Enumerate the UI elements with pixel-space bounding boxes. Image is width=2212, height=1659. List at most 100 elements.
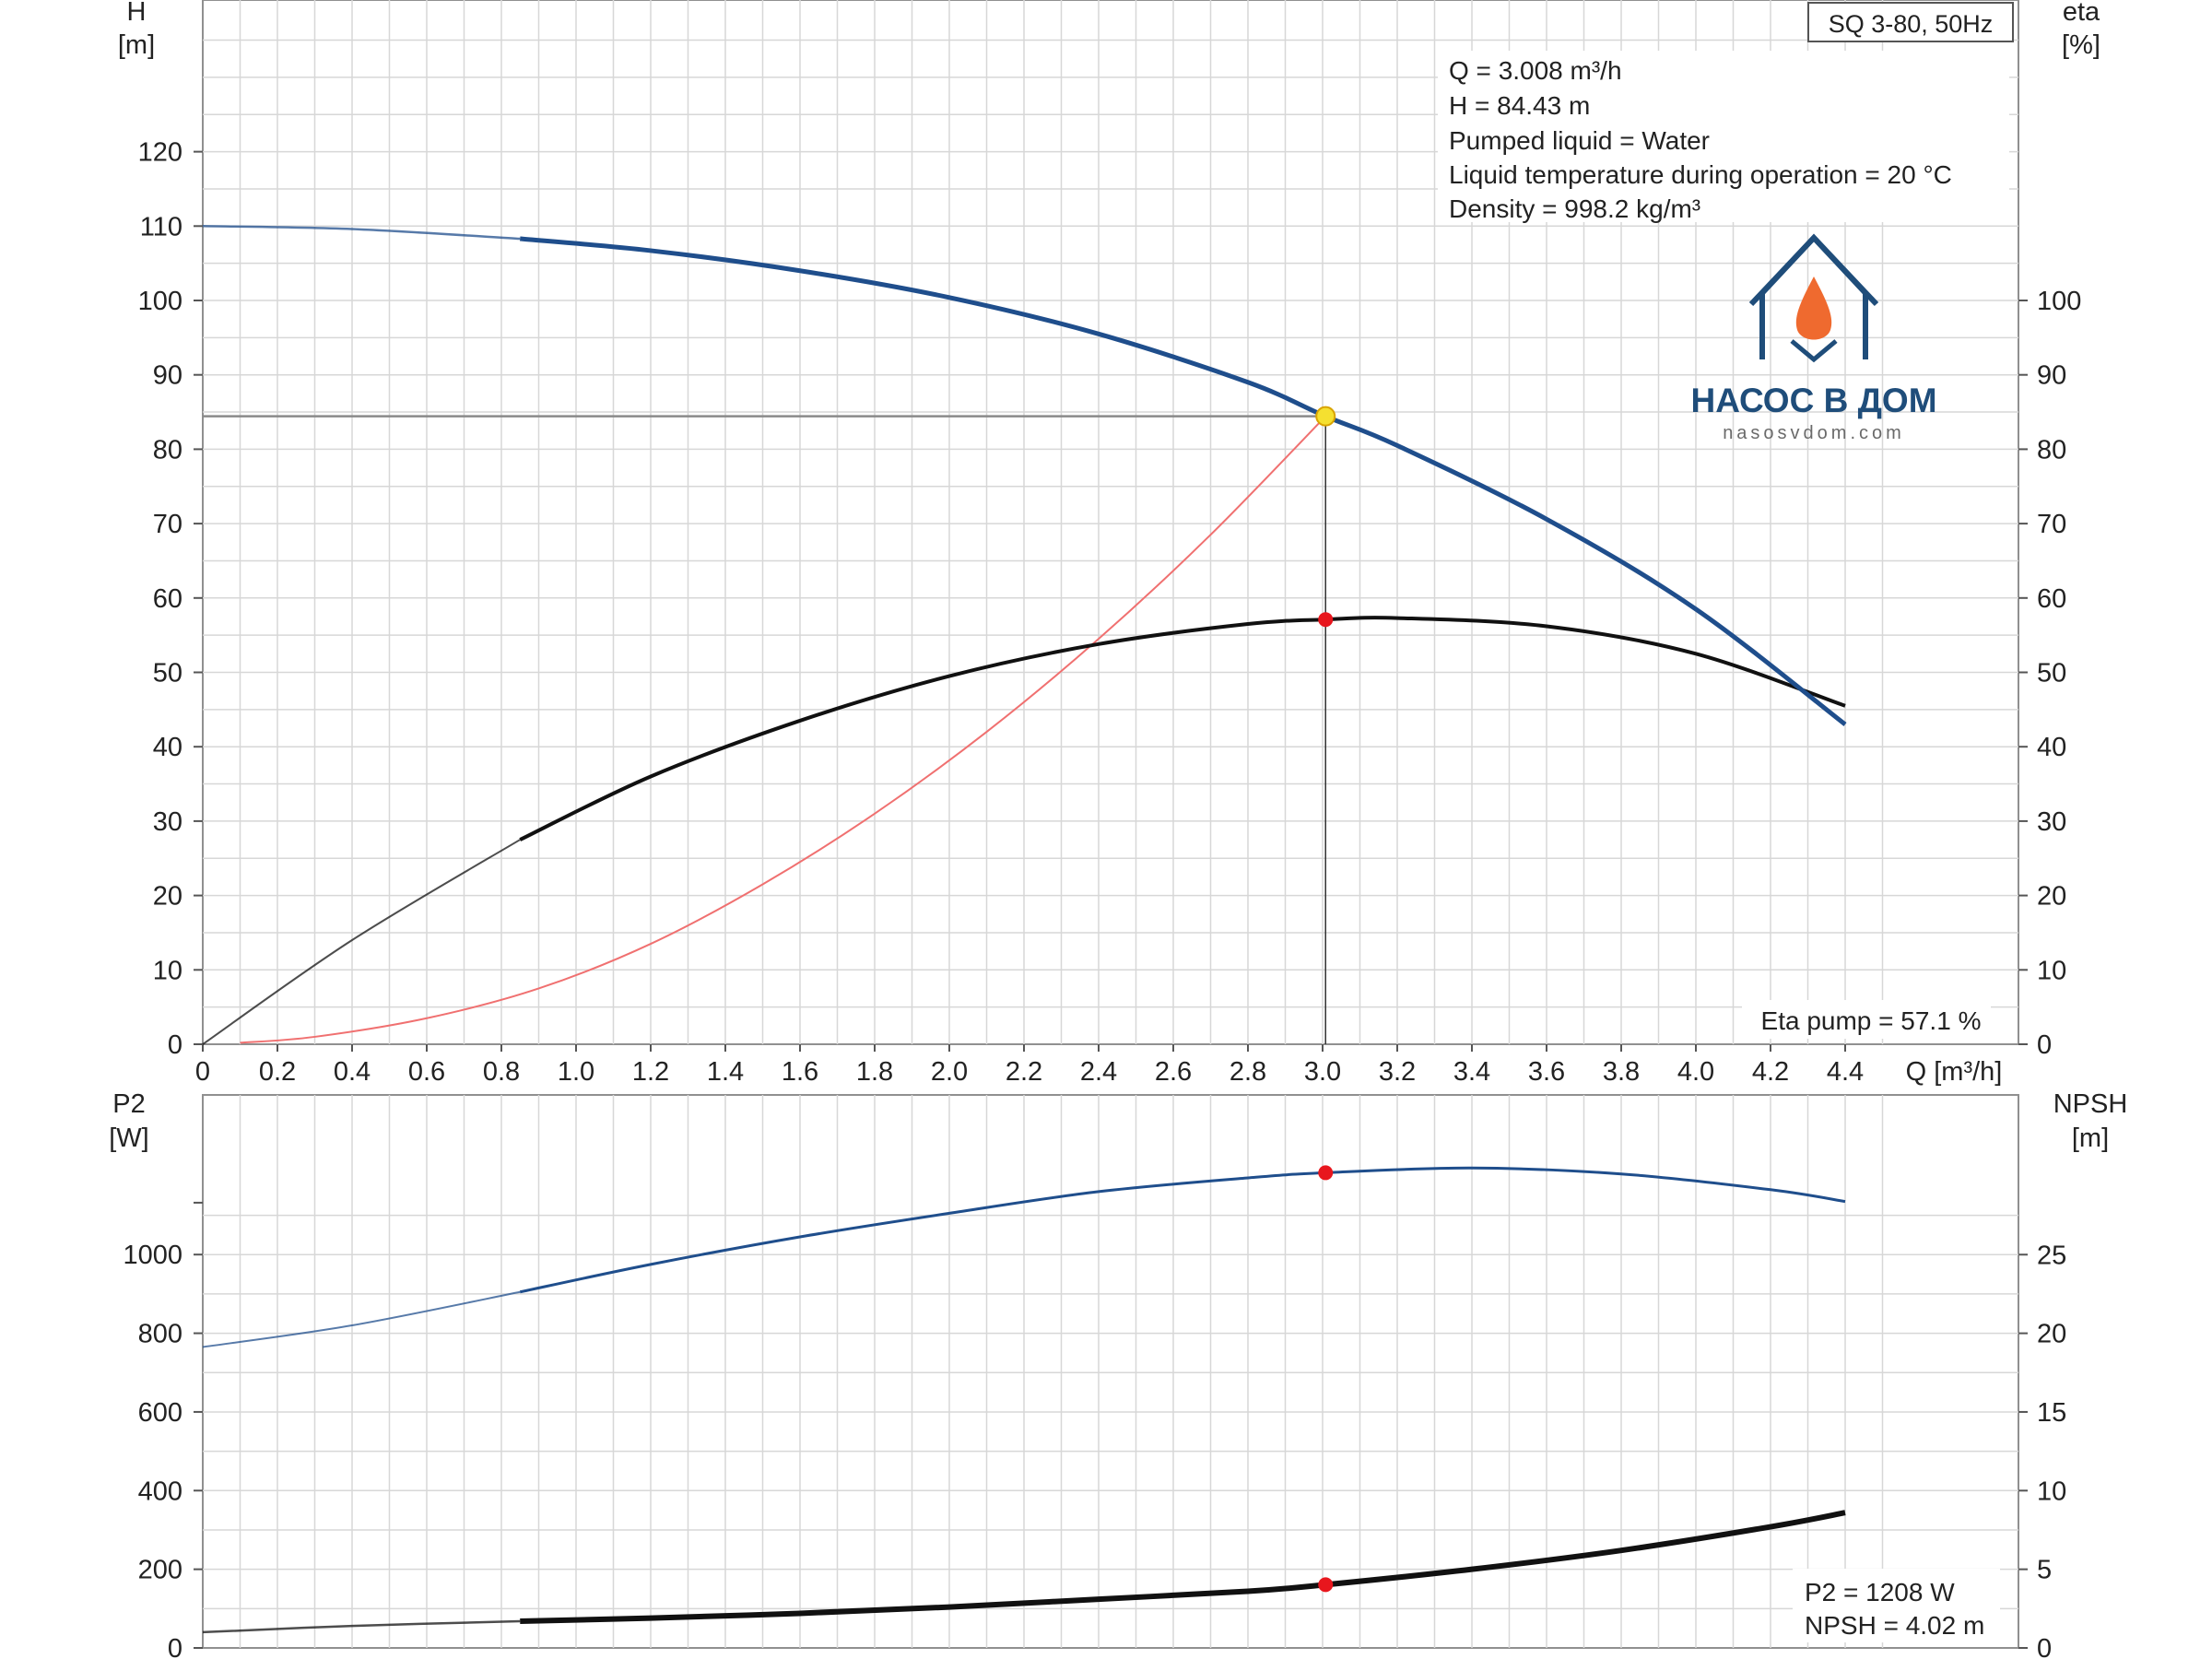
x-tick-label: 4.2 [1752,1057,1789,1087]
top-curves [202,225,1847,1045]
bottom-panel: 0 200 400 600 800 1000 0 5 10 15 20 25 P2 [W] NPSH… [109,1089,2127,1659]
x-tick-label: 2.6 [1155,1057,1192,1087]
npsh-duty-marker [1318,1577,1334,1593]
bottom-y-tick-labels-right: 0 5 10 15 20 25 [2018,1241,2066,1659]
info-density: Density = 998.2 kg/m³ [1449,194,1700,223]
info-npsh: NPSH = 4.02 m [1805,1611,1984,1640]
x-tick-label: 3.8 [1603,1057,1640,1087]
x-tick-label: 3.2 [1379,1057,1416,1087]
eta-label-box [1742,1000,1991,1039]
y-tick-label-left: 30 [153,807,182,837]
bottom-ylabel-left-2: [W] [109,1124,149,1153]
y-tick-label-right: 30 [2037,807,2066,837]
y-tick-label-left: 60 [153,584,182,614]
y-tick-label-left: 90 [153,361,182,391]
top-markers [1315,406,1336,628]
system-curve [240,415,1326,1044]
y-tick-label-left: 0 [168,1030,182,1060]
efficiency-curve-thin [202,839,521,1045]
y-tick-label-left: 70 [153,510,182,539]
qh-duty-marker [1315,406,1336,427]
x-tick-label: 0.4 [334,1057,371,1087]
brand-logo: НАСОС В ДОМ nasosvdom.com [1690,233,1937,443]
y-tick-label-right: 20 [2037,1320,2066,1349]
y-tick-label-right: 60 [2037,584,2066,614]
y-tick-label-left: 1000 [123,1241,182,1270]
info-q: Q = 3.008 m³/h [1449,56,1622,85]
x-tick-label: 4.0 [1677,1057,1714,1087]
y-tick-label-right: 70 [2037,510,2066,539]
y-tick-label-right: 20 [2037,882,2066,912]
bottom-grid [203,1095,2018,1648]
info-liquid: Pumped liquid = Water [1449,126,1710,155]
x-tick-label: 0.8 [483,1057,520,1087]
bottom-ylabel-right-1: NPSH [2053,1089,2128,1119]
bottom-curves [202,1166,1846,1634]
eta-duty-marker [1318,612,1334,628]
y-tick-label-left: 600 [138,1398,182,1428]
y-tick-label-left: 80 [153,435,182,465]
bottom-plot-area [202,1094,2019,1649]
y-tick-label-left: 200 [138,1556,182,1585]
x-tick-label: 3.4 [1453,1057,1490,1087]
top-ylabel-right-2: [%] [2062,30,2100,60]
eta-pump-label: Eta pump = 57.1 % [1761,1006,1982,1035]
y-tick-label-left: 400 [138,1477,182,1506]
info-box [1438,51,2009,222]
info-h: H = 84.43 m [1449,91,1590,120]
top-x-tick-labels: 0 0.2 0.4 0.6 0.8 1.0 1.2 1.4 1.6 1.8 2.0 2.2 2.4 2.6… [195,1044,1864,1087]
top-ylabel-right-1: eta [2063,0,2100,27]
y-tick-label-left: 110 [140,212,182,241]
bottom-y-tick-labels-left: 0 200 400 600 800 1000 [123,1201,203,1659]
y-tick-label-right: 15 [2037,1398,2066,1428]
y-tick-label-right: 0 [2037,1634,2052,1659]
chart-title-box [1807,2,2014,42]
logo-url: nasosvdom.com [1723,423,1905,443]
top-x-axis-label: Q [m³/h] [1906,1057,2003,1087]
x-tick-label: 1.0 [558,1057,594,1087]
x-tick-label: 1.8 [856,1057,893,1087]
y-tick-label-left: 50 [153,659,182,688]
bottom-ylabel-right-2: [m] [2072,1124,2109,1153]
x-tick-label: 0.6 [408,1057,445,1087]
x-tick-label: 2.2 [1006,1057,1042,1087]
top-ylabel-left-2: [m] [118,30,155,60]
efficiency-curve [519,616,1846,841]
x-tick-label: 2.0 [931,1057,968,1087]
p2-curve [519,1166,1846,1294]
bottom-ylabel-left-1: P2 [112,1089,145,1119]
info-temperature: Liquid temperature during operation = 20… [1449,160,1952,189]
x-tick-label: 2.8 [1230,1057,1266,1087]
chart-title: SQ 3-80, 50Hz [1829,10,1994,38]
x-tick-label: 1.6 [782,1057,818,1087]
qh-curve [520,236,1847,726]
info-p2: P2 = 1208 W [1805,1578,1955,1606]
x-tick-label: 3.6 [1528,1057,1565,1087]
y-tick-label-left: 0 [168,1634,182,1659]
x-tick-label: 2.4 [1080,1057,1117,1087]
x-tick-label: 0 [195,1057,210,1087]
y-tick-label-left: 120 [138,138,182,168]
y-tick-label-right: 100 [2037,287,2081,316]
npsh-curve [520,1510,1846,1624]
y-tick-label-left: 10 [153,956,182,985]
y-tick-label-right: 10 [2037,956,2066,985]
x-tick-label: 1.2 [632,1057,669,1087]
y-tick-label-right: 90 [2037,361,2066,391]
logo-name: НАСОС В ДОМ [1690,382,1936,419]
y-tick-label-right: 5 [2037,1556,2052,1585]
y-tick-label-right: 10 [2037,1477,2066,1506]
x-tick-label: 3.0 [1304,1057,1341,1087]
y-tick-label-right: 0 [2037,1030,2052,1060]
top-grid [203,0,2018,1044]
y-tick-label-right: 40 [2037,733,2066,762]
qh-curve-thin [202,225,521,241]
p2-curve-thin [202,1290,521,1348]
y-tick-label-left: 800 [138,1320,182,1349]
y-tick-label-right: 25 [2037,1241,2066,1270]
bottom-info-box [1793,1569,2000,1642]
npsh-curve-thin [202,1619,521,1634]
top-y-tick-labels-left: 0 10 20 30 40 50 60 70 80 90 100 110 120 [138,138,203,1060]
y-tick-label-left: 40 [153,733,182,762]
